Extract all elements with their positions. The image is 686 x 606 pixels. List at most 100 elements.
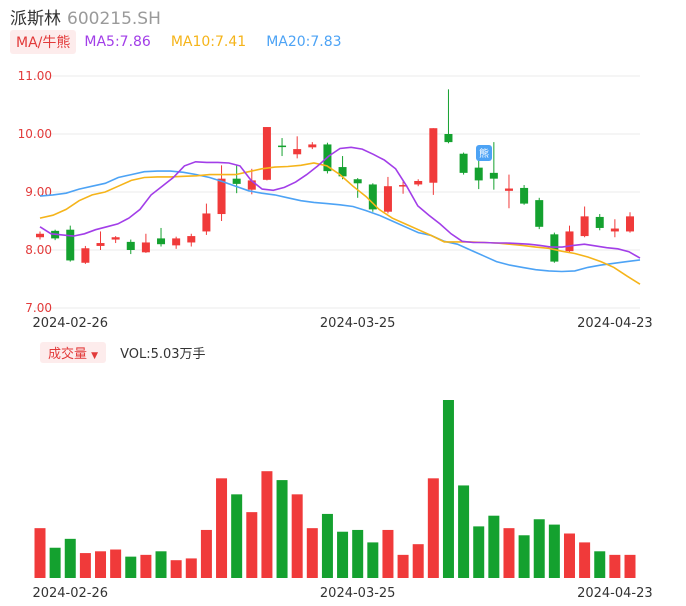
y-tick-label: 11.00 [18,69,52,83]
x-tick-label: 2024-04-23 [577,316,653,330]
candle-down [535,200,544,227]
candle-up [217,178,226,215]
candle-down [520,187,529,204]
volume-bar [170,560,182,578]
candle-down [595,216,604,228]
candle-up [580,216,589,237]
volume-chart[interactable]: 2024-02-26 2024-03-25 2024-04-23 [0,366,686,606]
candle-up [141,242,150,253]
candle-down [126,241,135,250]
candle-up [610,228,619,232]
candle-up [187,236,196,243]
volume-bar [367,542,379,578]
volume-selector-label: 成交量 [48,346,88,362]
ma5-legend-item: MA5:7.86 [84,34,151,50]
ma20-line [39,170,641,273]
volume-bar [79,553,91,578]
candle-down [550,234,559,262]
candle-down [353,179,362,184]
volume-bar [533,519,545,578]
volume-bar [624,554,636,578]
candle-down [278,145,287,148]
bear-badge-label: 熊 [479,147,489,160]
volume-bar [488,515,500,578]
volume-bar [276,480,288,578]
volume-value: VOL:5.03万手 [120,346,206,362]
y-tick-label: 8.00 [25,243,52,257]
volume-bar [473,526,485,578]
volume-bar [442,400,454,578]
y-tick-label: 9.00 [25,185,52,199]
volume-bar [95,551,107,578]
volume-bar [458,485,470,578]
volume-bar [216,478,228,578]
ma20-legend-item: MA20:7.83 [266,34,342,50]
candle-down [474,167,483,181]
x-tick-label: 2024-02-26 [32,316,108,330]
candle-up [565,231,574,252]
candle-up [429,128,438,183]
volume-bar [548,524,560,578]
volume-bar [185,558,197,578]
candle-down [489,172,498,179]
dropdown-caret-icon: ▼ [91,350,99,361]
volume-bar [34,528,46,578]
volume-bar [382,529,394,578]
candle-up [202,213,211,232]
volume-bar [352,529,364,578]
candle-up [247,180,256,190]
x-tick-label: 2024-03-25 [320,586,396,601]
volume-bar [563,533,575,578]
volume-bar [579,542,591,578]
candle-down [232,178,241,184]
volume-bar [594,551,606,578]
stock-code: 600215.SH [67,9,161,29]
volume-bar [503,528,515,578]
x-tick-label: 2024-04-23 [577,586,653,601]
candle-down [444,134,453,143]
volume-bar [231,494,243,578]
volume-bar [125,556,137,578]
candle-down [338,167,347,177]
volume-bar [321,513,333,578]
volume-bar [110,549,122,578]
volume-bar [64,538,76,578]
volume-bar [609,554,621,578]
candle-down [157,238,166,245]
volume-bar [427,478,439,578]
candle-up [293,149,302,155]
volume-bar [261,471,273,578]
stock-header: 派斯林 600215.SH [10,4,161,29]
candle-down [66,229,75,261]
candle-up [81,248,90,263]
ma10-line [39,162,641,285]
bear-badge-icon [476,145,492,161]
volume-legend: 成交量 ▼ VOL:5.03万手 [40,341,206,363]
volume-bar [155,551,167,578]
x-tick-label: 2024-02-26 [32,586,108,601]
candle-up [504,188,513,191]
candle-up [414,180,423,185]
candle-down [368,184,377,210]
stock-name: 派斯林 [10,9,61,29]
y-tick-label: 10.00 [18,127,52,141]
candle-up [399,185,408,187]
volume-bar [49,547,61,578]
ma10-legend-item: MA10:7.41 [170,34,247,50]
ma5-line [39,146,641,259]
candle-up [111,237,120,240]
volume-bar [140,554,152,578]
candle-up [383,186,392,212]
candle-up [172,238,181,246]
volume-bar [291,494,303,578]
volume-bar [200,529,212,578]
volume-indicator-selector[interactable]: 成交量 ▼ [40,341,107,363]
volume-bar [412,544,424,578]
candle-up [262,127,271,180]
ma-toggle-button[interactable]: MA/牛熊 [10,30,77,54]
candle-up [626,216,634,232]
candle-up [96,243,105,246]
y-tick-label: 7.00 [25,301,52,315]
candle-down [459,153,468,173]
